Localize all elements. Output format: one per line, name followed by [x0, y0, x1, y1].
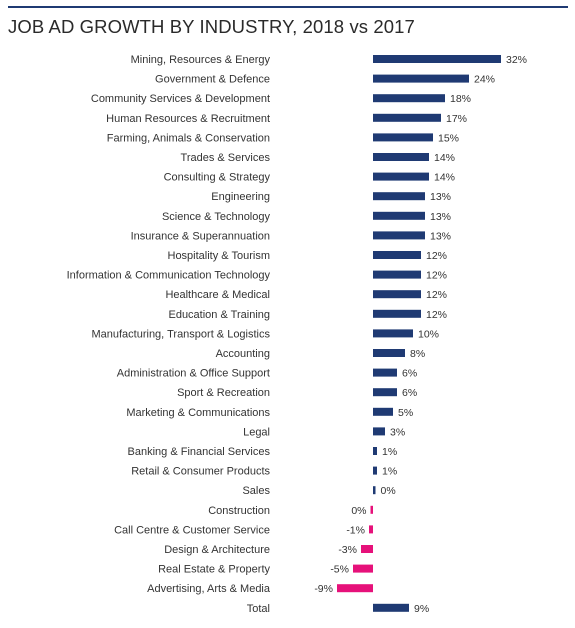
value-label: 13% — [430, 191, 451, 203]
bar — [373, 309, 421, 318]
category-label: Legal — [243, 426, 270, 438]
bar — [373, 329, 413, 338]
bar — [369, 525, 373, 534]
category-label: Sales — [242, 485, 270, 497]
value-label: 1% — [382, 446, 397, 458]
category-label: Human Resources & Recruitment — [106, 113, 270, 125]
category-label: Trades & Services — [181, 152, 271, 164]
category-label: Consulting & Strategy — [164, 172, 271, 184]
category-label: Retail & Consumer Products — [131, 466, 270, 478]
bar — [373, 172, 429, 181]
bar — [373, 270, 421, 279]
value-label: 12% — [426, 289, 447, 301]
value-label: 14% — [434, 152, 455, 164]
value-label: 12% — [426, 309, 447, 321]
bar — [373, 407, 393, 416]
category-label: Manufacturing, Transport & Logistics — [91, 328, 270, 340]
bar — [373, 290, 421, 299]
title-rule — [8, 6, 568, 8]
value-label: 10% — [418, 328, 439, 340]
bar — [370, 505, 373, 514]
value-label: 14% — [434, 172, 455, 184]
category-label: Farming, Animals & Conservation — [107, 132, 270, 144]
bar — [337, 584, 373, 593]
category-label: Community Services & Development — [91, 93, 270, 105]
category-label: Marketing & Communications — [126, 407, 270, 419]
category-label: Accounting — [216, 348, 270, 360]
category-label: Total — [247, 603, 270, 615]
category-label: Engineering — [211, 191, 270, 203]
category-label: Real Estate & Property — [158, 564, 270, 576]
category-label: Insurance & Superannuation — [131, 230, 270, 242]
value-label: 32% — [506, 54, 527, 66]
value-label: -5% — [330, 564, 349, 576]
value-label: 3% — [390, 426, 405, 438]
category-label: Design & Architecture — [164, 544, 270, 556]
bar — [373, 231, 425, 240]
category-label: Administration & Office Support — [117, 368, 270, 380]
value-label: 0% — [381, 485, 396, 497]
bar — [373, 349, 405, 357]
category-label: Sport & Recreation — [177, 387, 270, 399]
category-label: Construction — [208, 505, 270, 517]
bar — [373, 603, 409, 612]
value-label: 12% — [426, 270, 447, 282]
value-label: 8% — [410, 348, 425, 360]
value-label: 18% — [450, 93, 471, 105]
bar — [373, 153, 429, 161]
bar — [373, 466, 377, 475]
bar — [373, 55, 501, 63]
category-label: Banking & Financial Services — [128, 446, 271, 458]
value-label: 12% — [426, 250, 447, 262]
value-label: 5% — [398, 407, 413, 419]
category-label: Call Centre & Customer Service — [114, 524, 270, 536]
value-label: 6% — [402, 387, 417, 399]
bar — [373, 192, 425, 201]
bar — [373, 211, 425, 220]
bar — [373, 427, 385, 436]
category-label: Science & Technology — [162, 211, 271, 223]
category-label: Hospitality & Tourism — [168, 250, 271, 262]
category-label: Education & Training — [168, 309, 270, 321]
bar — [373, 133, 433, 142]
bar — [373, 388, 397, 397]
value-label: -3% — [338, 544, 357, 556]
category-label: Mining, Resources & Energy — [131, 54, 271, 66]
value-label: 15% — [438, 132, 459, 144]
bar — [353, 564, 373, 573]
bar — [373, 113, 441, 122]
category-label: Advertising, Arts & Media — [147, 583, 271, 595]
value-label: 9% — [414, 603, 429, 615]
bar — [373, 447, 377, 455]
bar — [373, 74, 469, 83]
value-label: 13% — [430, 230, 451, 242]
value-label: 13% — [430, 211, 451, 223]
bar — [373, 251, 421, 259]
bar — [373, 94, 445, 103]
value-label: 6% — [402, 368, 417, 380]
value-label: 1% — [382, 466, 397, 478]
bar — [361, 545, 373, 553]
category-label: Information & Communication Technology — [67, 270, 271, 282]
value-label: 0% — [351, 505, 366, 517]
value-label: 24% — [474, 74, 495, 86]
chart-title: JOB AD GROWTH BY INDUSTRY, 2018 vs 2017 — [8, 16, 415, 37]
category-label: Government & Defence — [155, 74, 270, 86]
bar — [373, 486, 376, 495]
value-label: 17% — [446, 113, 467, 125]
bar — [373, 368, 397, 377]
value-label: -1% — [346, 524, 365, 536]
value-label: -9% — [314, 583, 333, 595]
category-label: Healthcare & Medical — [165, 289, 270, 301]
